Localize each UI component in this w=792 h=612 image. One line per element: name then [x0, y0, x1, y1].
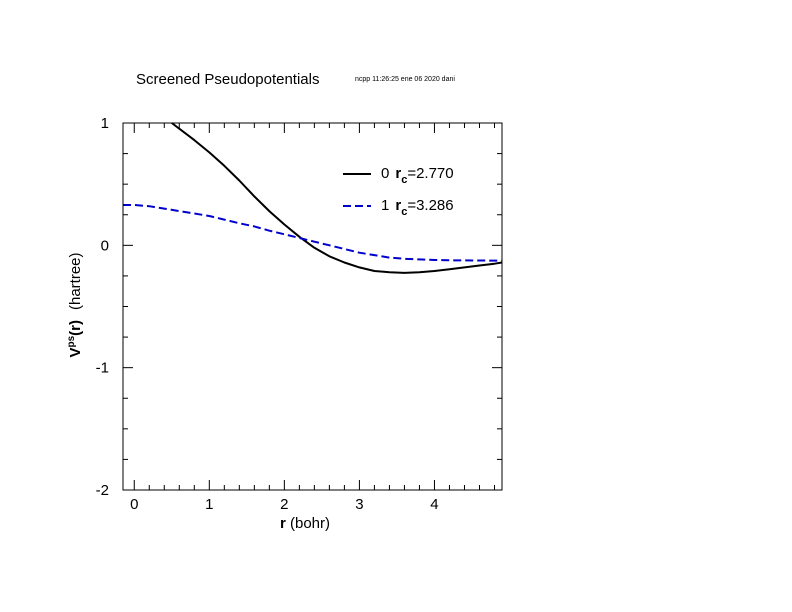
legend: 0 rc=2.770 1 rc=3.286	[343, 165, 454, 218]
x-axis-label: r (bohr)	[280, 515, 330, 532]
plot-frame	[122, 122, 503, 491]
y-axis-label-var: V	[67, 348, 84, 358]
legend-rc-0: r	[395, 165, 401, 182]
y-tick-label: 1	[101, 115, 109, 132]
series-line-0	[171, 122, 503, 274]
x-tick-label: 2	[280, 496, 288, 513]
x-axis-label-var: r	[280, 515, 286, 532]
data-series	[123, 122, 503, 274]
x-axis-label-unit: (bohr)	[286, 515, 330, 532]
x-tick-label: 0	[130, 496, 138, 513]
y-axis-label-arg: (r)	[67, 320, 84, 336]
chart-subtitle: ncpp 11:26:25 ene 06 2020 dani	[355, 76, 455, 83]
legend-rc-value-0: =2.770	[407, 165, 453, 182]
x-tick-label: 4	[430, 496, 438, 513]
chart-title: Screened Pseudopotentials	[136, 71, 319, 88]
y-tick-label: -2	[96, 482, 109, 499]
series-line-1	[123, 204, 502, 262]
x-tick-label: 1	[205, 496, 213, 513]
legend-name-1: 1	[381, 197, 389, 214]
y-tick-label: -1	[96, 360, 109, 377]
y-axis-label-sup: ps	[66, 335, 77, 347]
legend-entry-0: 0 rc=2.770	[381, 165, 454, 186]
legend-rc-1: r	[395, 197, 401, 214]
y-axis-label-unit: (hartree)	[67, 252, 84, 310]
legend-rc-value-1: =3.286	[407, 197, 453, 214]
tick-labels: 0 1 2 3 4 1 0 -1 -2	[96, 115, 439, 513]
legend-rc-sub-0: c	[401, 174, 407, 186]
legend-name-0: 0	[381, 165, 389, 182]
y-tick-label: 0	[101, 237, 109, 254]
legend-entry-1: 1 rc=3.286	[381, 197, 454, 218]
legend-rc-sub-1: c	[401, 206, 407, 218]
x-tick-label: 3	[355, 496, 363, 513]
y-axis-label: Vps(r) (hartree)	[66, 252, 84, 357]
